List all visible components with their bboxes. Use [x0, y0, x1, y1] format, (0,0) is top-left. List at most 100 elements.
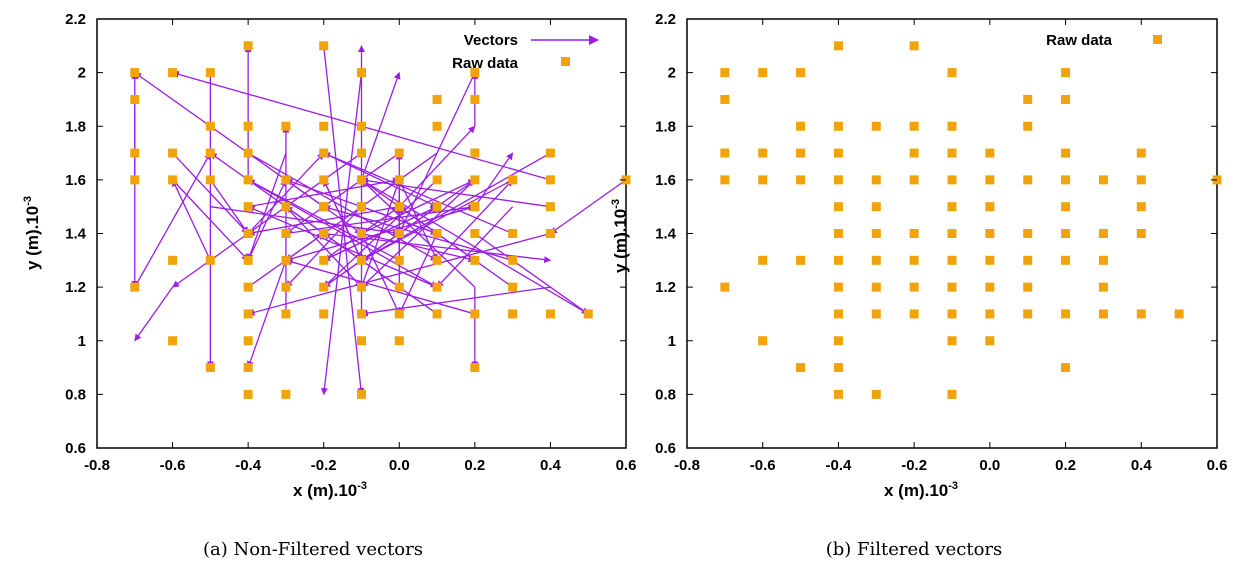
vector-arrow [361, 179, 476, 235]
y-tick-label: 1.6 [65, 172, 86, 189]
data-point [168, 68, 178, 78]
data-point [357, 202, 366, 212]
data-point [985, 229, 995, 238]
data-point [796, 68, 806, 78]
data-point [545, 309, 555, 319]
data-point [985, 148, 995, 158]
data-point [985, 175, 995, 185]
data-point [833, 148, 843, 158]
y-tick-label: 0.6 [655, 440, 676, 457]
data-point [394, 336, 404, 346]
data-point [1023, 175, 1033, 185]
data-point [432, 309, 442, 319]
y-tick-label: 1.6 [655, 172, 676, 189]
data-point [243, 121, 253, 131]
data-point [357, 389, 366, 399]
data-point [357, 336, 366, 346]
panel-a: -0.8 -0.6 -0.4 -0.2 0.0 0.2 0.4 0.6 0.6 0.8 1 1.2 1… [22, 11, 636, 500]
data-point [319, 309, 329, 319]
data-point [1061, 255, 1071, 265]
data-point [319, 229, 329, 238]
data-point [720, 68, 730, 78]
data-point [470, 255, 480, 265]
data-point [947, 389, 957, 399]
data-point [168, 336, 178, 346]
panel-b-y-axis-label: y (m).10-3 [610, 199, 630, 273]
panel-b-points [720, 41, 1222, 399]
data-point [871, 202, 881, 212]
x-tick-label: -0.4 [235, 457, 262, 474]
data-point [281, 255, 291, 265]
vector-arrow [436, 179, 514, 261]
data-point [947, 202, 957, 212]
vector-arrow [323, 206, 438, 261]
y-tick-label: 2.2 [655, 11, 676, 28]
data-point [1061, 175, 1071, 185]
panel-b-x-axis-label: x (m).10-3 [884, 480, 958, 500]
panel-a-vectors [131, 45, 627, 396]
panel-b-legend: Raw data [1046, 32, 1162, 49]
data-point [545, 148, 555, 158]
data-point [281, 309, 291, 319]
y-tick-label: 2 [78, 65, 86, 82]
data-point [168, 175, 178, 185]
data-point [1023, 309, 1033, 319]
data-point [833, 309, 843, 319]
vector-arrow [474, 152, 514, 208]
data-point [985, 202, 995, 212]
vector-arrow [398, 125, 476, 208]
vector-arrow [360, 152, 551, 261]
panel-b-x-ticks: -0.8 -0.6 -0.4 -0.2 0.0 0.2 0.4 0.6 [674, 19, 1227, 474]
data-point [394, 148, 404, 158]
data-point [583, 309, 593, 319]
data-point [470, 175, 480, 185]
data-point [281, 121, 291, 131]
data-point [205, 68, 215, 78]
data-point [985, 282, 995, 292]
data-point [319, 175, 329, 185]
legend-raw-data-marker [561, 57, 570, 66]
data-point [205, 121, 215, 131]
data-point [281, 389, 291, 399]
y-tick-label: 1.8 [65, 118, 86, 135]
data-point [281, 229, 291, 238]
data-point [947, 148, 957, 158]
data-point [871, 389, 881, 399]
panel-a-x-ticks: -0.8 -0.6 -0.4 -0.2 0.0 0.2 0.4 0.6 [84, 19, 636, 474]
data-point [508, 255, 518, 265]
data-point [432, 229, 442, 238]
data-point [1136, 148, 1146, 158]
data-point [243, 389, 253, 399]
data-point [205, 148, 215, 158]
data-point [1098, 255, 1108, 265]
data-point [168, 255, 178, 265]
x-tick-label: 0.2 [1055, 457, 1076, 474]
data-point [394, 202, 404, 212]
vector-arrow [285, 206, 362, 288]
data-point [470, 94, 480, 104]
data-point [545, 175, 555, 185]
data-point [205, 255, 215, 265]
data-point [243, 41, 253, 51]
x-tick-label: -0.6 [750, 457, 776, 474]
data-point [1098, 282, 1108, 292]
data-point [281, 175, 291, 185]
data-point [758, 175, 768, 185]
data-point [432, 121, 442, 131]
data-point [720, 282, 730, 292]
y-tick-label: 0.8 [65, 386, 86, 403]
data-point [545, 229, 555, 238]
data-point [394, 309, 404, 319]
vector-arrow [247, 179, 438, 288]
data-point [833, 229, 843, 238]
data-point [357, 175, 366, 185]
x-tick-label: -0.8 [84, 457, 110, 474]
x-tick-label: -0.6 [160, 457, 186, 474]
vector-arrow [285, 258, 476, 315]
x-tick-label: 0.0 [979, 457, 1000, 474]
data-point [871, 282, 881, 292]
data-point [909, 41, 919, 51]
data-point [1023, 94, 1033, 104]
data-point [281, 282, 291, 292]
data-point [470, 309, 480, 319]
